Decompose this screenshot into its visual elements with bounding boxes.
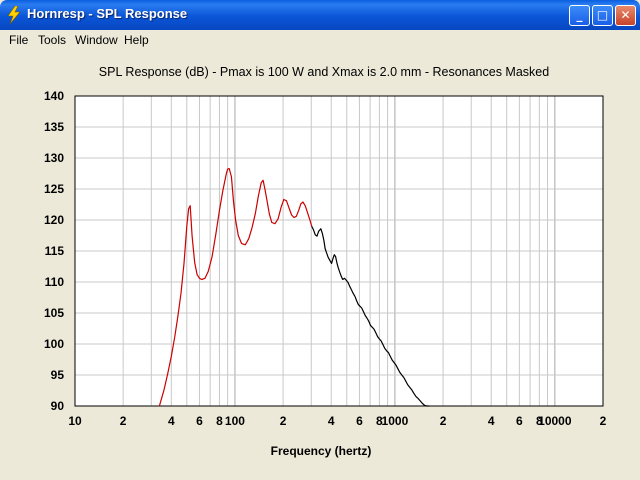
plot-border [74,95,604,407]
grid-lines [75,96,603,406]
x-tick-label: 4 [488,414,495,428]
x-tick-label: 2 [600,414,607,428]
x-tick-label: 8 [536,414,543,428]
chart-area: 90 95 100 105 110 115 120 125 130 135 140 10 2 4 6 8 100… [3,49,637,476]
x-tick-label: 6 [356,414,363,428]
x-tick-label: 4 [328,414,335,428]
spl-series-line-0 [158,167,313,407]
x-tick-label: 2 [280,414,287,428]
x-tick-label: 100 [225,414,245,428]
maximize-icon: □ [596,8,609,22]
y-tick-label: 100 [44,337,64,351]
title-bar[interactable]: Hornresp - SPL Response _ □ ✕ [0,0,640,30]
x-tick-label: 6 [196,414,203,428]
minimize-button[interactable]: _ [569,5,590,26]
y-tick-label: 140 [44,89,64,103]
x-tick-label: 2 [120,414,127,428]
spl-series-line-1 [311,225,430,407]
y-tick-label: 105 [44,306,64,320]
maximize-button[interactable]: □ [592,5,613,26]
y-tick-label: 115 [45,244,65,258]
x-axis-label: Frequency (hertz) [271,444,372,458]
lightning-icon [7,6,21,24]
x-tick-label: 8 [216,414,223,428]
x-tick-label: 10000 [538,414,572,428]
y-tick-label: 110 [45,275,65,289]
x-tick-label: 10 [68,414,82,428]
menu-help[interactable]: Help [124,33,149,47]
menu-bar: File Tools Window Help [0,30,640,49]
y-tick-label: 135 [44,120,64,134]
minimize-icon: _ [576,8,583,22]
x-tick-label: 6 [516,414,523,428]
y-tick-label: 90 [51,399,65,413]
menu-tools[interactable]: Tools [38,33,67,47]
x-tick-label: 4 [168,414,175,428]
close-icon: ✕ [620,8,631,22]
x-tick-label: 1000 [382,414,409,428]
menu-window[interactable]: Window [75,33,118,47]
x-tick-label: 2 [440,414,447,428]
y-tick-label: 95 [51,368,65,382]
y-tick-label: 130 [44,151,64,165]
x-tick-label: 8 [376,414,383,428]
y-tick-label: 120 [44,213,64,227]
window-title: Hornresp - SPL Response [27,6,188,21]
menu-file[interactable]: File [9,33,29,47]
chart-title: SPL Response (dB) - Pmax is 100 W and Xm… [99,65,549,79]
y-tick-label: 125 [44,182,64,196]
close-button[interactable]: ✕ [615,5,636,26]
